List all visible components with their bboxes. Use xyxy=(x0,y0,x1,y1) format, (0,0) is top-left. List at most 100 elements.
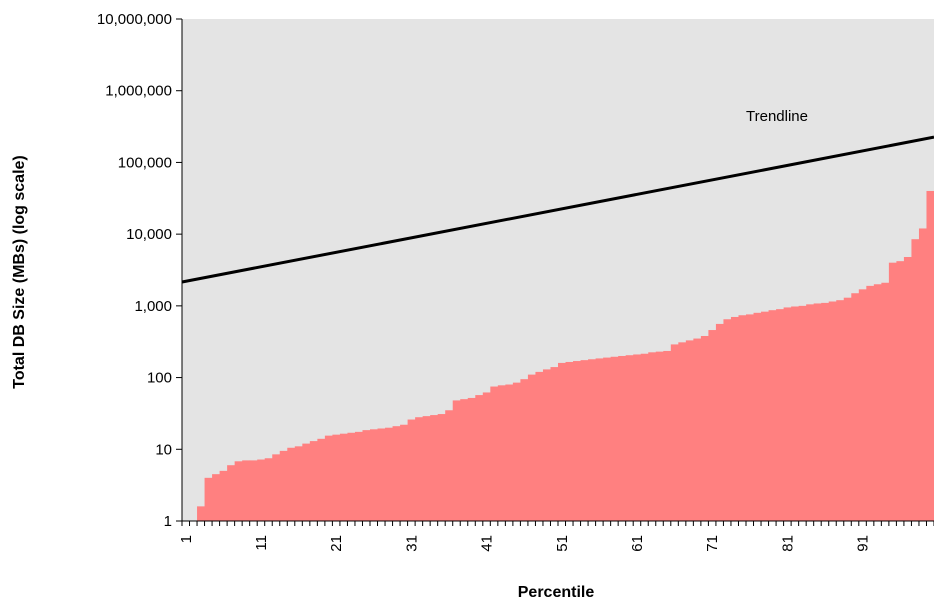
area-step xyxy=(475,395,484,521)
area-step xyxy=(324,435,333,521)
area-step xyxy=(309,441,318,521)
y-tick-label: 100 xyxy=(147,370,172,387)
y-tick-label: 1,000 xyxy=(134,298,172,315)
area-step xyxy=(294,446,303,521)
area-step xyxy=(512,382,521,521)
area-step xyxy=(370,429,379,521)
area-step xyxy=(791,306,800,521)
trendline-label: Trendline xyxy=(746,108,808,125)
area-step xyxy=(204,477,213,521)
x-axis-title: Percentile xyxy=(518,584,595,601)
area-step xyxy=(911,239,920,521)
area-step xyxy=(918,228,927,521)
area-step xyxy=(873,284,882,521)
area-step xyxy=(339,433,348,521)
area-step xyxy=(535,371,544,521)
area-step xyxy=(482,392,491,521)
area-step xyxy=(618,355,627,521)
area-step xyxy=(633,354,642,521)
area-step xyxy=(580,360,589,521)
area-step xyxy=(866,285,875,521)
area-step xyxy=(821,302,830,521)
area-step xyxy=(610,356,619,521)
area-step xyxy=(625,355,634,521)
area-step xyxy=(753,312,762,521)
area-step xyxy=(858,289,867,521)
area-step xyxy=(723,319,732,521)
area-step xyxy=(648,352,657,521)
x-tick-label: 11 xyxy=(253,535,270,551)
area-step xyxy=(400,424,409,521)
tick-labels: 1 10 100 1,000 10,000 100,000 1,000,000 10,000,… xyxy=(97,11,872,552)
area-step xyxy=(708,330,717,521)
area-step xyxy=(197,506,206,521)
area-step xyxy=(798,305,807,521)
area-step xyxy=(287,447,296,521)
area-step xyxy=(896,261,905,521)
area-step xyxy=(558,362,567,521)
x-tick-label: 21 xyxy=(328,535,345,552)
area-step xyxy=(655,351,664,521)
area-step xyxy=(640,353,649,521)
area-step xyxy=(264,458,273,521)
y-tick-label: 10,000,000 xyxy=(97,11,172,28)
area-step xyxy=(693,338,702,521)
area-step xyxy=(377,428,386,521)
x-tick-label: 61 xyxy=(629,535,646,552)
area-step xyxy=(467,397,476,521)
x-tick-label: 71 xyxy=(704,535,721,552)
area-step xyxy=(520,379,529,521)
x-tick-label: 1 xyxy=(178,535,195,543)
area-step xyxy=(242,460,251,521)
area-step xyxy=(362,430,371,521)
area-step xyxy=(347,432,356,521)
area-step xyxy=(813,303,822,521)
area-step xyxy=(573,361,582,521)
area-step xyxy=(460,399,469,521)
area-step xyxy=(700,335,709,521)
area-step xyxy=(219,470,228,521)
area-step xyxy=(565,361,574,521)
area-step xyxy=(806,304,815,521)
area-step xyxy=(828,301,837,521)
area-step xyxy=(903,257,912,521)
area-series xyxy=(197,190,934,521)
area-step xyxy=(234,461,243,521)
area-step xyxy=(302,443,311,521)
area-step xyxy=(888,262,897,521)
area-step xyxy=(881,282,890,521)
area-step xyxy=(851,293,860,521)
area-step xyxy=(279,450,288,521)
y-tick-label: 10 xyxy=(155,441,172,458)
area-step xyxy=(783,307,792,521)
area-step xyxy=(505,384,514,521)
y-tick-label: 100,000 xyxy=(118,154,172,171)
area-step xyxy=(490,386,499,521)
area-step xyxy=(761,311,770,521)
area-step xyxy=(768,310,777,521)
x-tick-label: 41 xyxy=(479,535,496,552)
axes xyxy=(176,18,934,526)
area-step xyxy=(542,369,551,521)
area-step xyxy=(926,190,934,521)
area-step xyxy=(588,359,597,521)
area-step xyxy=(445,410,454,521)
area-step xyxy=(430,415,439,521)
area-step xyxy=(595,358,604,521)
area-step xyxy=(415,417,424,521)
x-tick-label: 81 xyxy=(779,535,796,552)
x-tick-label: 91 xyxy=(855,535,872,552)
y-axis-title: Total DB Size (MBs) (log scale) xyxy=(11,155,28,389)
area-step xyxy=(497,385,506,521)
y-tick-label: 10,000 xyxy=(126,226,172,243)
area-step xyxy=(385,427,394,521)
trendline xyxy=(181,135,934,284)
area-step xyxy=(836,300,845,521)
trendline-layer xyxy=(181,135,934,284)
area-step xyxy=(550,367,559,521)
area-step xyxy=(422,416,431,521)
area-step xyxy=(730,316,739,521)
area-step xyxy=(257,459,266,521)
area-step xyxy=(249,460,258,521)
